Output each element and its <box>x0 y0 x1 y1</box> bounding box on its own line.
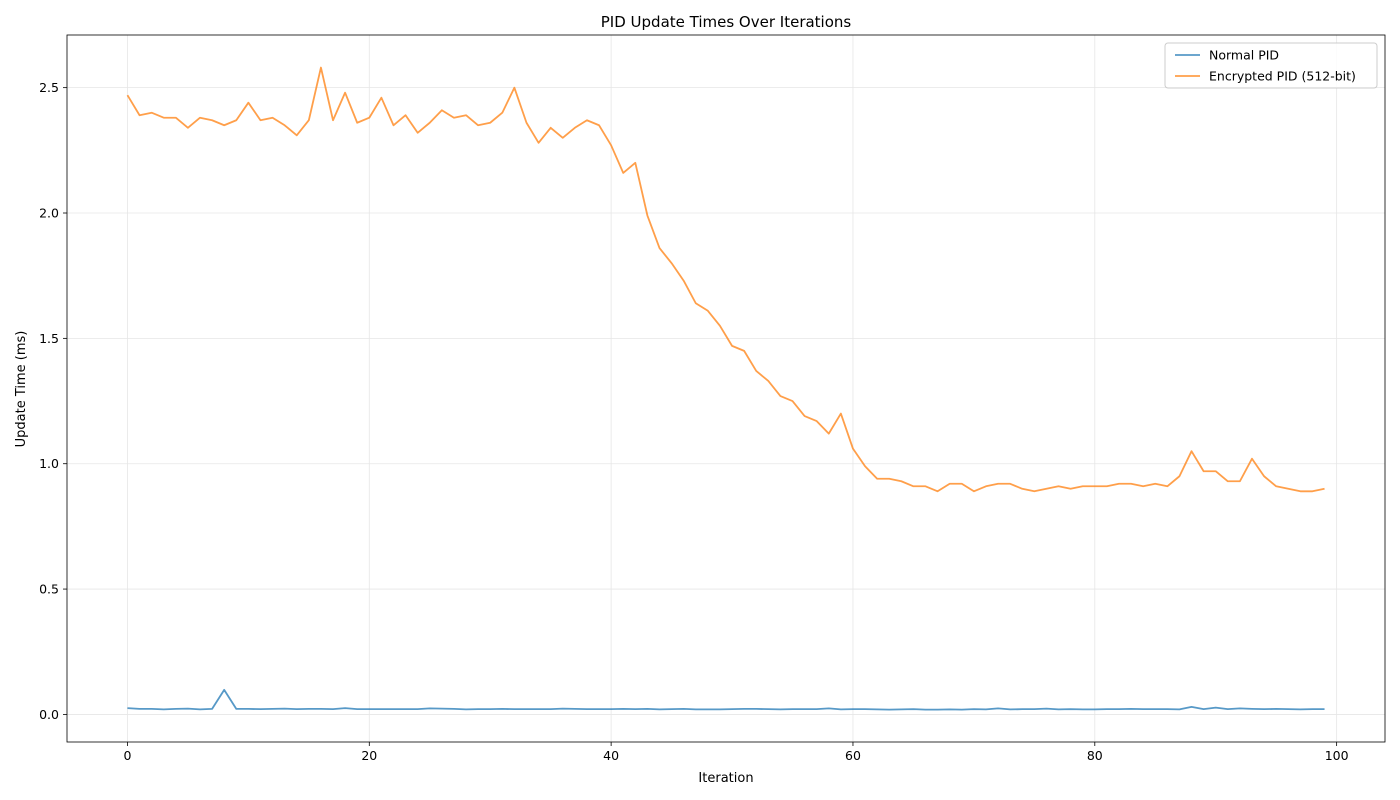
y-tick-label: 2.5 <box>39 80 59 95</box>
chart-title: PID Update Times Over Iterations <box>601 13 852 31</box>
x-tick-label: 0 <box>123 748 131 763</box>
y-tick-label: 0.0 <box>39 707 59 722</box>
series-layer <box>126 66 1325 711</box>
y-tick-label: 2.0 <box>39 206 59 221</box>
x-tick-label: 40 <box>603 748 619 763</box>
plot-frame <box>66 34 1386 743</box>
x-tick-label: 100 <box>1325 748 1349 763</box>
legend-label-encrypted-pid: Encrypted PID (512-bit) <box>1209 69 1356 84</box>
y-tick-label: 1.5 <box>39 331 59 346</box>
grid-layer <box>67 35 1385 742</box>
tick-layer: 0 20 40 60 80 100 0.0 0.5 1.0 1.5 2.0 2.5 <box>39 80 1348 763</box>
y-axis-label: Update Time (ms) <box>14 331 29 448</box>
legend: Normal PID Encrypted PID (512-bit) <box>1164 42 1378 89</box>
legend-label-normal-pid: Normal PID <box>1209 48 1279 63</box>
y-tick-label: 1.0 <box>39 456 59 471</box>
legend-box <box>1164 42 1378 89</box>
x-tick-label: 60 <box>845 748 861 763</box>
x-tick-label: 20 <box>361 748 377 763</box>
series-line-normal-pid <box>127 688 1325 711</box>
x-tick-label: 80 <box>1087 748 1103 763</box>
y-tick-label: 0.5 <box>39 582 59 597</box>
series-line-encrypted-pid <box>126 66 1325 493</box>
x-axis-label: Iteration <box>698 771 753 786</box>
